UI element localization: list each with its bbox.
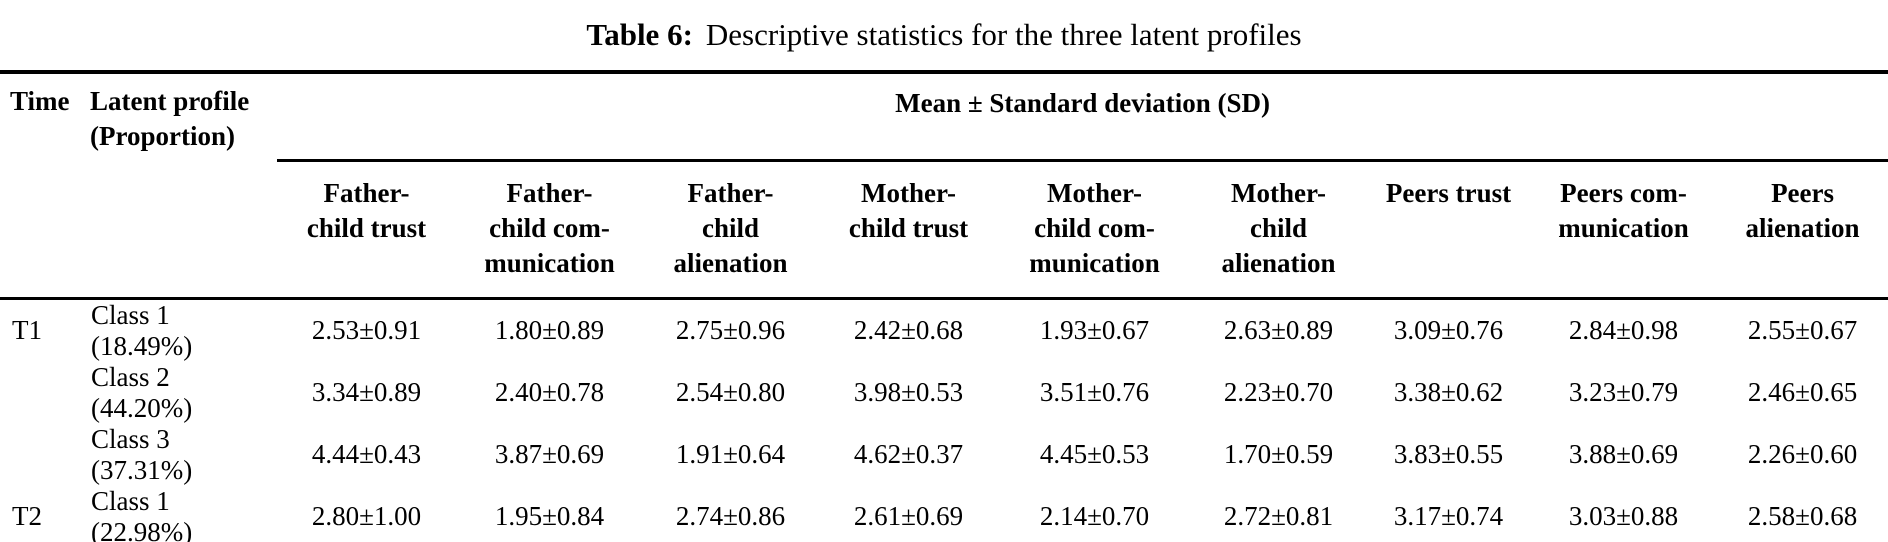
value-cell: 2.63±0.89 xyxy=(1223,315,1334,345)
value-cell: 1.95±0.84 xyxy=(494,501,605,531)
value-cell: 1.80±0.89 xyxy=(494,315,605,345)
table-row: Class 3 (37.31%) 4.44±0.43 3.87±0.69 1.91±… xyxy=(0,424,1888,486)
value-cell: 4.45±0.53 xyxy=(1039,439,1150,469)
column-header-father-child-trust: Father- child trust xyxy=(277,160,456,300)
table-caption: Table 6: Descriptive statistics for the … xyxy=(0,0,1888,70)
value-cell: 2.46±0.65 xyxy=(1747,377,1858,407)
value-cell: 2.42±0.68 xyxy=(853,315,964,345)
column-header-father-child-alienation: Father- child alienation xyxy=(643,160,818,300)
value-cell: 3.98±0.53 xyxy=(853,377,964,407)
value-cell: 2.75±0.96 xyxy=(675,315,786,345)
profile-cell: Class 1 (22.98%) xyxy=(91,485,193,542)
value-cell: 3.34±0.89 xyxy=(311,377,422,407)
value-cell: 2.54±0.80 xyxy=(675,377,786,407)
value-cell: 3.88±0.69 xyxy=(1568,439,1679,469)
descriptive-statistics-table: Time Latent profile (Proportion) Mean ± … xyxy=(0,70,1888,542)
column-header-peers-trust: Peers trust xyxy=(1367,160,1530,300)
value-cell: 3.38±0.62 xyxy=(1393,377,1504,407)
column-header-mother-child-communication: Mother- child com- munication xyxy=(999,160,1190,300)
value-cell: 3.09±0.76 xyxy=(1393,315,1504,345)
profile-cell: Class 3 (37.31%) xyxy=(91,423,193,485)
value-cell: 2.40±0.78 xyxy=(494,377,605,407)
value-cell: 2.55±0.67 xyxy=(1747,315,1858,345)
table-row: Class 2 (44.20%) 3.34±0.89 2.40±0.78 2.54±… xyxy=(0,362,1888,424)
value-cell: 3.87±0.69 xyxy=(494,439,605,469)
value-cell: 3.17±0.74 xyxy=(1393,501,1504,531)
column-header-peers-alienation: Peers alienation xyxy=(1717,160,1888,300)
mean-sd-spanner-header: Mean ± Standard deviation (SD) xyxy=(277,72,1888,162)
value-cell: 3.51±0.76 xyxy=(1039,377,1150,407)
header-columns-row: Father- child trust Father- child com- m… xyxy=(0,160,1888,300)
column-header-mother-child-trust: Mother- child trust xyxy=(818,160,999,300)
value-cell: 2.58±0.68 xyxy=(1747,501,1858,531)
time-cell: T2 xyxy=(12,501,42,531)
value-cell: 3.03±0.88 xyxy=(1568,501,1679,531)
value-cell: 2.61±0.69 xyxy=(853,501,964,531)
profile-cell: Class 1 (18.49%) xyxy=(91,299,193,361)
value-cell: 2.84±0.98 xyxy=(1568,315,1679,345)
table-header: Time Latent profile (Proportion) Mean ± … xyxy=(0,72,1888,300)
latent-profile-column-header: Latent profile (Proportion) xyxy=(85,72,277,300)
value-cell: 3.83±0.55 xyxy=(1393,439,1504,469)
value-cell: 3.23±0.79 xyxy=(1568,377,1679,407)
column-header-mother-child-alienation: Mother- child alienation xyxy=(1190,160,1367,300)
table-caption-text: Descriptive statistics for the three lat… xyxy=(705,17,1302,52)
value-cell: 2.26±0.60 xyxy=(1747,439,1858,469)
time-cell xyxy=(0,424,85,486)
table-row: T2 Class 1 (22.98%) 2.80±1.00 1.95±0.84 2.… xyxy=(0,486,1888,542)
profile-cell: Class 2 (44.20%) xyxy=(91,361,193,423)
time-cell: T1 xyxy=(12,315,42,345)
time-cell xyxy=(0,362,85,424)
column-header-father-child-communication: Father- child com- munication xyxy=(456,160,643,300)
value-cell: 2.53±0.91 xyxy=(311,315,422,345)
value-cell: 1.93±0.67 xyxy=(1039,315,1150,345)
value-cell: 4.62±0.37 xyxy=(853,439,964,469)
value-cell: 2.23±0.70 xyxy=(1223,377,1334,407)
value-cell: 1.70±0.59 xyxy=(1223,439,1334,469)
value-cell: 4.44±0.43 xyxy=(311,439,422,469)
value-cell: 2.80±1.00 xyxy=(311,501,422,531)
table-body: T1 Class 1 (18.49%) 2.53±0.91 1.80±0.89 2.… xyxy=(0,298,1888,542)
value-cell: 2.74±0.86 xyxy=(675,501,786,531)
table-caption-label: Table 6: xyxy=(586,17,693,52)
value-cell: 1.91±0.64 xyxy=(675,439,786,469)
header-group-row: Time Latent profile (Proportion) Mean ± … xyxy=(0,72,1888,300)
column-header-peers-communication: Peers com- munication xyxy=(1530,160,1717,300)
table-row: T1 Class 1 (18.49%) 2.53±0.91 1.80±0.89 2.… xyxy=(0,298,1888,362)
value-cell: 2.72±0.81 xyxy=(1223,501,1334,531)
time-column-header: Time xyxy=(0,72,85,300)
value-cell: 2.14±0.70 xyxy=(1039,501,1150,531)
